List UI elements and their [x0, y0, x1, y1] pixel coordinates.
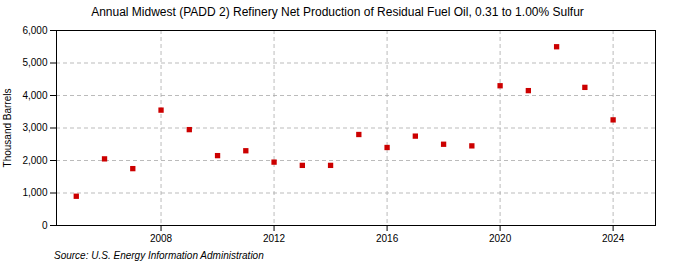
svg-text:Thousand Barrels: Thousand Barrels [2, 89, 13, 168]
svg-text:2,000: 2,000 [22, 155, 47, 166]
svg-text:1,000: 1,000 [22, 187, 47, 198]
svg-text:6,000: 6,000 [22, 25, 47, 36]
svg-text:2012: 2012 [263, 233, 286, 244]
svg-text:3,000: 3,000 [22, 122, 47, 133]
svg-text:2020: 2020 [489, 233, 512, 244]
svg-text:4,000: 4,000 [22, 90, 47, 101]
html-text:Source: U.S. Energy Informatio: Source: U.S. Energy Information Administ… [54, 250, 264, 261]
svg-text:2024: 2024 [602, 233, 625, 244]
svg-text:5,000: 5,000 [22, 57, 47, 68]
svg-text:0: 0 [42, 220, 48, 231]
svg-text:2008: 2008 [150, 233, 173, 244]
svg-text:2016: 2016 [376, 233, 399, 244]
html-text:Annual Midwest (PADD 2) Refine: Annual Midwest (PADD 2) Refinery Net Pro… [91, 5, 584, 19]
